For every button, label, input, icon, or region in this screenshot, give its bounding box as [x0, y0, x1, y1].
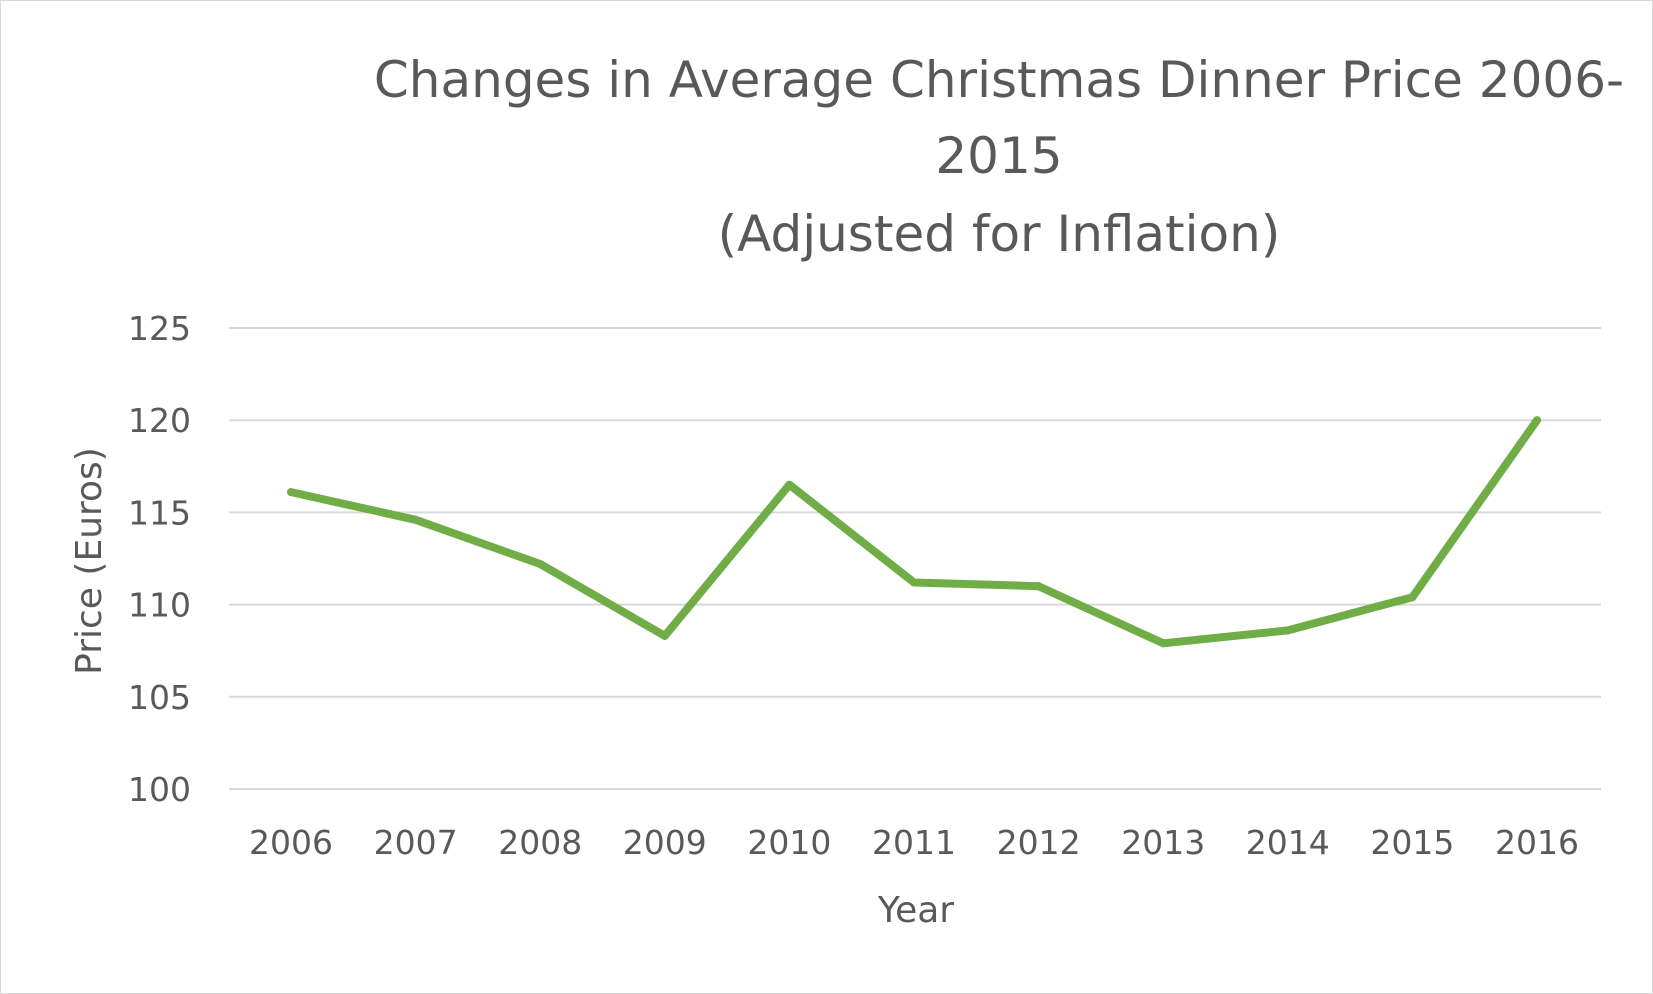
x-tick-label: 2006 — [249, 823, 333, 862]
x-tick-label: 2016 — [1495, 823, 1579, 862]
chart-title-line-3: (Adjusted for Inflation) — [718, 205, 1281, 263]
y-tick-label: 125 — [128, 309, 191, 348]
data-point — [287, 488, 295, 497]
x-axis-ticks: 2006 2007 2008 2009 2010 2011 2012 2013 2014 2015… — [249, 823, 1579, 862]
x-tick-label: 2013 — [1121, 823, 1205, 862]
x-axis-title: Year — [877, 890, 954, 931]
gridlines — [229, 327, 1601, 790]
x-tick-label: 2009 — [623, 823, 707, 862]
y-tick-label: 110 — [128, 586, 191, 625]
series-line — [287, 416, 1541, 648]
chart-title: Changes in Average Christmas Dinner Pric… — [374, 51, 1624, 263]
data-point — [411, 515, 420, 524]
y-axis-title: Price (Euros) — [69, 447, 110, 675]
x-tick-label: 2012 — [997, 823, 1081, 862]
data-point — [1034, 582, 1043, 591]
data-point — [536, 560, 545, 569]
y-axis-ticks: 100 105 110 115 120 125 — [128, 309, 191, 809]
data-point — [1408, 593, 1417, 602]
x-tick-label: 2008 — [498, 823, 582, 862]
chart-title-line-1: Changes in Average Christmas Dinner Pric… — [374, 51, 1624, 109]
chart-title-line-2: 2015 — [935, 127, 1062, 185]
x-tick-label: 2007 — [374, 823, 458, 862]
data-point — [1283, 626, 1292, 635]
x-tick-label: 2010 — [747, 823, 831, 862]
y-tick-label: 115 — [128, 493, 191, 532]
x-tick-label: 2011 — [872, 823, 956, 862]
y-tick-label: 100 — [128, 770, 191, 809]
data-point — [1533, 416, 1541, 425]
y-tick-label: 120 — [128, 401, 191, 440]
data-point — [910, 578, 918, 587]
data-point — [785, 480, 794, 489]
data-point — [660, 631, 669, 640]
x-tick-label: 2015 — [1370, 823, 1454, 862]
x-tick-label: 2014 — [1246, 823, 1330, 862]
y-tick-label: 105 — [128, 678, 191, 717]
series-group — [287, 416, 1541, 648]
data-point — [1159, 639, 1168, 648]
